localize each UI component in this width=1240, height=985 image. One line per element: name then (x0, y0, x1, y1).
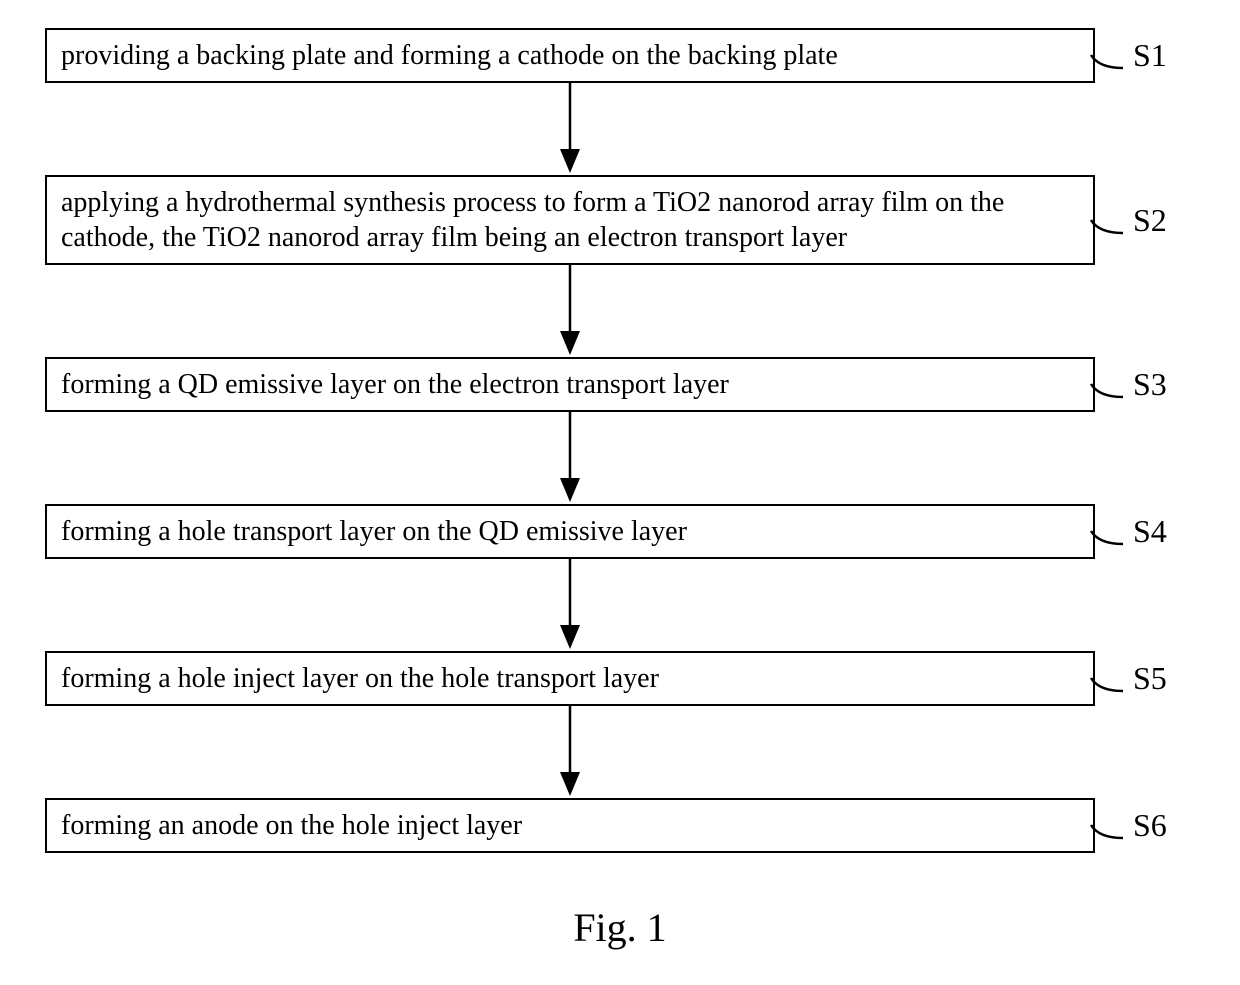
flow-step-box-s3: forming a QD emissive layer on the elect… (45, 357, 1095, 412)
flow-step-text: forming an anode on the hole inject laye… (61, 808, 522, 843)
connector-curve (1095, 824, 1125, 827)
process-flowchart: providing a backing plate and forming a … (45, 28, 1195, 853)
flow-step-box-s2: applying a hydrothermal synthesis proces… (45, 175, 1095, 265)
flow-step-text: providing a backing plate and forming a … (61, 38, 838, 73)
flow-step-text: forming a hole transport layer on the QD… (61, 514, 687, 549)
flow-arrow (45, 265, 1095, 357)
flow-arrow (45, 412, 1095, 504)
flow-step-row: forming a hole inject layer on the hole … (45, 651, 1195, 706)
flow-step-text: forming a hole inject layer on the hole … (61, 661, 659, 696)
flow-step-text: applying a hydrothermal synthesis proces… (61, 185, 1079, 255)
flow-step-row: providing a backing plate and forming a … (45, 28, 1195, 83)
flow-arrow (45, 83, 1095, 175)
flow-step-box-s1: providing a backing plate and forming a … (45, 28, 1095, 83)
flow-step-text: forming a QD emissive layer on the elect… (61, 367, 729, 402)
connector-curve (1095, 677, 1125, 680)
connector-curve (1095, 383, 1125, 386)
flow-step-box-s5: forming a hole inject layer on the hole … (45, 651, 1095, 706)
connector-curve (1095, 54, 1125, 57)
flow-step-row: applying a hydrothermal synthesis proces… (45, 175, 1195, 265)
flow-arrow (45, 559, 1095, 651)
flow-step-row: forming a hole transport layer on the QD… (45, 504, 1195, 559)
step-label: S4 (1133, 513, 1167, 550)
flow-step-box-s6: forming an anode on the hole inject laye… (45, 798, 1095, 853)
connector-curve (1095, 219, 1125, 222)
step-label: S6 (1133, 807, 1167, 844)
step-label: S5 (1133, 660, 1167, 697)
flow-step-row: forming a QD emissive layer on the elect… (45, 357, 1195, 412)
step-label: S1 (1133, 37, 1167, 74)
flow-arrow (45, 706, 1095, 798)
figure-caption: Fig. 1 (0, 904, 1240, 951)
step-label: S2 (1133, 202, 1167, 239)
flow-step-box-s4: forming a hole transport layer on the QD… (45, 504, 1095, 559)
flow-step-row: forming an anode on the hole inject laye… (45, 798, 1195, 853)
connector-curve (1095, 530, 1125, 533)
step-label: S3 (1133, 366, 1167, 403)
